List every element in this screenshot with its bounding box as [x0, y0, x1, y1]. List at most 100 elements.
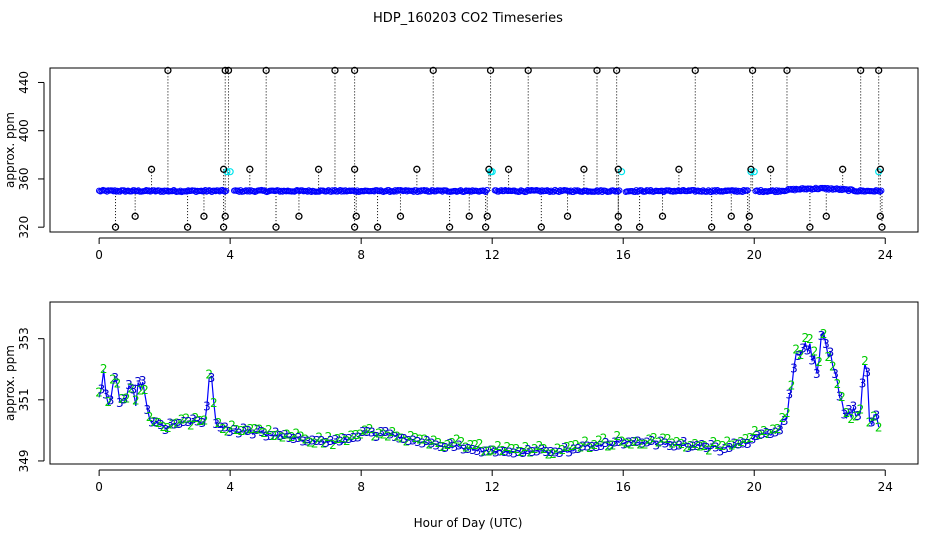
series-2-marker: 2 [636, 438, 644, 452]
series-3-marker: 3 [717, 445, 725, 459]
series-3-marker: 3 [850, 400, 858, 414]
series-3-marker: 3 [776, 423, 784, 437]
series-3-marker: 3 [162, 423, 170, 437]
series-3-marker: 3 [519, 446, 527, 460]
series-2-marker: 2 [201, 413, 209, 427]
series-3-marker: 3 [749, 432, 757, 446]
baseline-point [483, 187, 490, 194]
series-2-marker: 2 [600, 432, 608, 446]
series-3-marker: 3 [620, 437, 628, 451]
outlier-point [164, 66, 172, 75]
series-2-marker: 2 [366, 422, 374, 436]
series-3-marker: 3 [350, 431, 358, 445]
series-2-marker: 2 [586, 441, 594, 455]
series-2-marker: 2 [664, 432, 672, 446]
series-2-marker: 2 [132, 394, 140, 408]
x-axis-title: Hour of Day (UTC) [414, 516, 523, 530]
series-2-marker: 2 [380, 428, 388, 442]
series-2-marker: 2 [109, 373, 117, 387]
series-3-marker: 3 [373, 430, 381, 444]
series-2-marker: 2 [536, 439, 544, 453]
series-2-marker: 2 [444, 438, 452, 452]
series-2-marker: 2 [320, 436, 328, 450]
series-2-marker: 2 [673, 435, 681, 449]
series-3-marker: 3 [808, 354, 816, 368]
outlier-point [396, 212, 405, 220]
series-2-marker: 2 [792, 342, 800, 356]
outlier-point [748, 66, 757, 75]
x-tick-label: 8 [357, 248, 365, 262]
series-2-marker: 2 [866, 416, 874, 430]
series-3-marker: 3 [414, 435, 422, 449]
series-2-marker: 2 [545, 447, 553, 461]
series-2-marker: 2 [549, 447, 557, 461]
y-tick-label: 360 [17, 167, 31, 190]
series-2-marker: 2 [623, 437, 631, 451]
series-2-marker: 2 [526, 445, 534, 459]
series-3-marker: 3 [758, 428, 766, 442]
series-2-marker: 2 [104, 395, 112, 409]
series-3-marker: 3 [707, 438, 715, 452]
series-2-marker: 2 [765, 427, 773, 441]
series-3-marker: 3 [221, 421, 229, 435]
outlier-point [445, 223, 454, 231]
series-3-marker: 3 [217, 421, 225, 435]
series-3-marker: 3 [574, 442, 582, 456]
series-2-marker: 2 [742, 432, 750, 446]
series-2-marker: 2 [375, 427, 383, 441]
series-2-marker: 2 [783, 406, 791, 420]
x-tick-label: 8 [357, 480, 365, 494]
series-2-marker: 2 [210, 396, 218, 410]
series-2-marker: 2 [169, 417, 177, 431]
series-2-marker: 2 [696, 439, 704, 453]
series-3-marker: 3 [657, 434, 665, 448]
series-2-marker: 2 [302, 433, 310, 447]
series-2-marker: 2 [425, 437, 433, 451]
series-3-marker: 3 [772, 425, 780, 439]
series-2-marker: 2 [251, 422, 259, 436]
series-3-marker: 3 [396, 431, 404, 445]
series-2-marker: 2 [412, 431, 420, 445]
series-2-marker: 2 [568, 439, 576, 453]
outlier-point [876, 165, 884, 173]
timeseries-plot-frame [49, 67, 919, 233]
series-2-marker: 2 [357, 427, 365, 441]
hourly-profile-y-axis: 349 351 353 [17, 327, 45, 472]
series-3-marker: 3 [143, 403, 151, 417]
series-2-marker: 2 [719, 439, 727, 453]
qc-point [226, 168, 234, 176]
baseline-point [878, 187, 885, 194]
outlier-point [350, 165, 359, 173]
series-3-marker: 3 [561, 441, 569, 455]
series-2-marker: 2 [705, 444, 713, 458]
series-3-marker: 3 [267, 429, 275, 443]
series-3-marker: 3 [712, 440, 720, 454]
x-tick-label: 24 [878, 248, 893, 262]
series-2-marker: 2 [352, 428, 360, 442]
series-3-marker: 3 [616, 435, 624, 449]
outlier-point [658, 212, 667, 220]
series-3-marker: 3 [336, 434, 344, 448]
series-2-marker: 2 [338, 431, 346, 445]
baseline-point [546, 188, 553, 195]
series-2-marker: 2 [513, 442, 521, 456]
outlier-point [219, 165, 228, 173]
series-2-marker: 2 [361, 423, 369, 437]
baseline-point [223, 187, 230, 194]
series-2-marker: 2 [632, 435, 640, 449]
series-3-marker: 3 [685, 441, 693, 455]
x-tick-label: 20 [747, 248, 762, 262]
series-3-marker: 3 [263, 429, 271, 443]
y-tick-label: 440 [17, 71, 31, 94]
series-3-marker: 3 [556, 446, 564, 460]
series-3-marker: 3 [121, 393, 129, 407]
series-3-marker: 3 [153, 416, 161, 430]
series-2-marker: 2 [389, 425, 397, 439]
series-2-marker: 2 [448, 436, 456, 450]
series-3-marker: 3 [565, 446, 573, 460]
series-3-marker: 3 [547, 445, 555, 459]
series-3-marker: 3 [286, 431, 294, 445]
outlier-point [224, 66, 233, 75]
outlier-point [272, 223, 280, 231]
series-2-marker: 2 [682, 440, 690, 454]
